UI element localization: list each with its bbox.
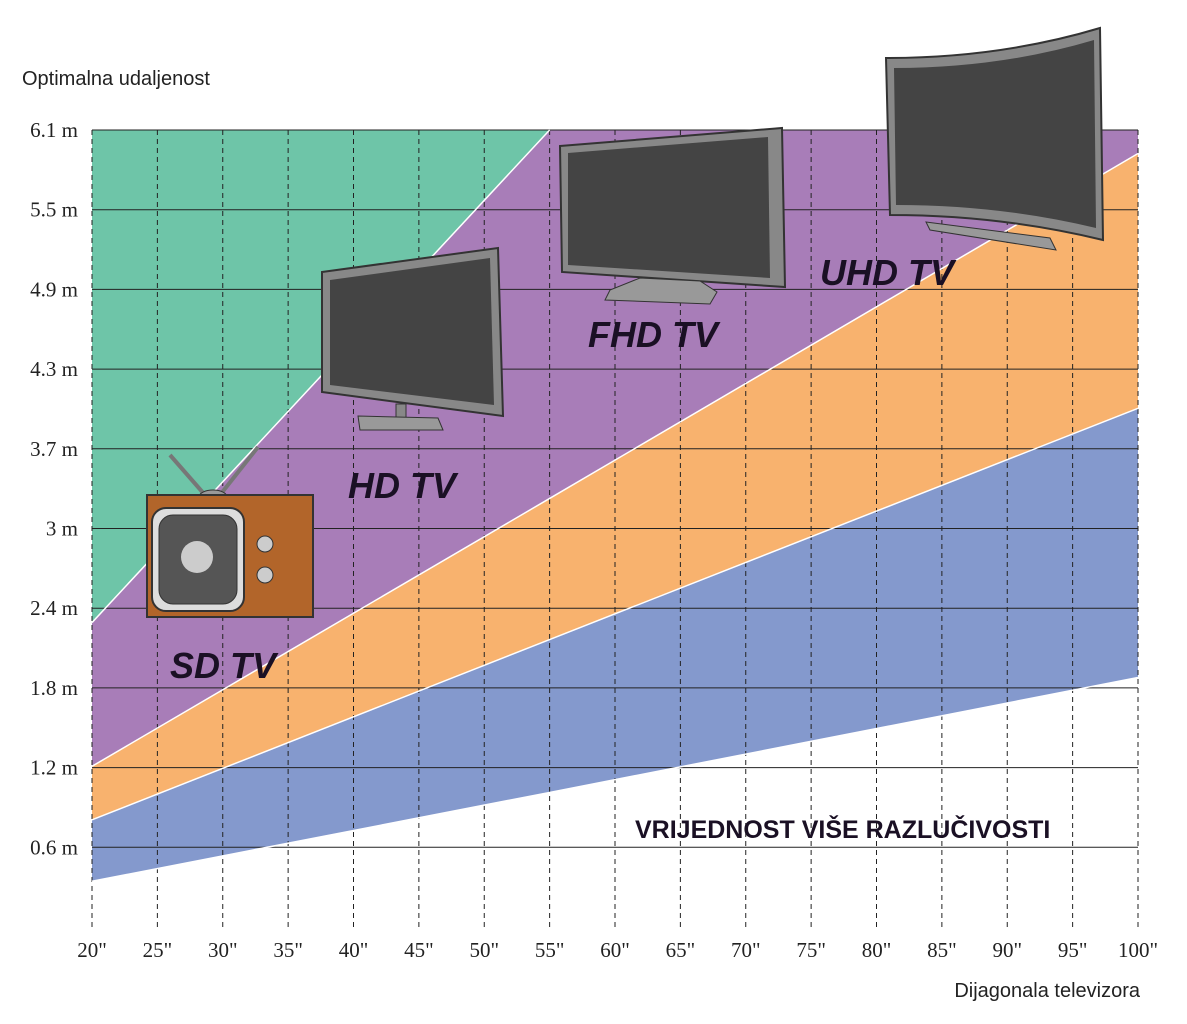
annotation: UHD TV xyxy=(820,252,957,293)
y-tick-label: 6.1 m xyxy=(30,118,78,142)
boundary-line xyxy=(91,407,1139,821)
annotation: SD TV xyxy=(170,645,279,686)
y-tick-label: 2.4 m xyxy=(30,596,78,620)
x-axis-label: Dijagonala televizora xyxy=(954,980,1141,1002)
x-tick-label: 30" xyxy=(208,938,238,962)
y-tick-label: 1.2 m xyxy=(30,756,78,780)
x-tick-label: 60" xyxy=(600,938,630,962)
y-axis-label: Optimalna udaljenost xyxy=(22,68,210,90)
x-tick-label: 100" xyxy=(1118,938,1158,962)
x-tick-label: 95" xyxy=(1058,938,1088,962)
x-tick-label: 65" xyxy=(666,938,696,962)
annotation: HD TV xyxy=(348,465,459,506)
x-tick-label: 90" xyxy=(992,938,1022,962)
x-tick-label: 75" xyxy=(796,938,826,962)
x-tick-label: 35" xyxy=(273,938,303,962)
y-tick-label: 4.9 m xyxy=(30,277,78,301)
y-tick-label: 0.6 m xyxy=(30,835,78,859)
y-tick-label: 1.8 m xyxy=(30,676,78,700)
annotation: VRIJEDNOST VIŠE RAZLUČIVOSTI xyxy=(635,814,1050,844)
x-tick-label: 45" xyxy=(404,938,434,962)
tv-illustrations xyxy=(146,26,1105,618)
x-tick-label: 50" xyxy=(469,938,499,962)
annotation: FHD TV xyxy=(588,314,721,355)
boundary-line xyxy=(91,152,1139,767)
x-tick-label: 70" xyxy=(731,938,761,962)
y-tick-label: 3 m xyxy=(46,517,78,541)
x-tick-label: 55" xyxy=(535,938,565,962)
x-tick-label: 20" xyxy=(77,938,107,962)
y-tick-label: 4.3 m xyxy=(30,357,78,381)
x-tick-label: 80" xyxy=(862,938,892,962)
x-tick-label: 85" xyxy=(927,938,957,962)
x-tick-label: 40" xyxy=(339,938,369,962)
x-tick-label: 25" xyxy=(143,938,173,962)
boundary-line xyxy=(91,676,1139,883)
y-tick-label: 5.5 m xyxy=(30,198,78,222)
y-tick-label: 3.7 m xyxy=(30,437,78,461)
